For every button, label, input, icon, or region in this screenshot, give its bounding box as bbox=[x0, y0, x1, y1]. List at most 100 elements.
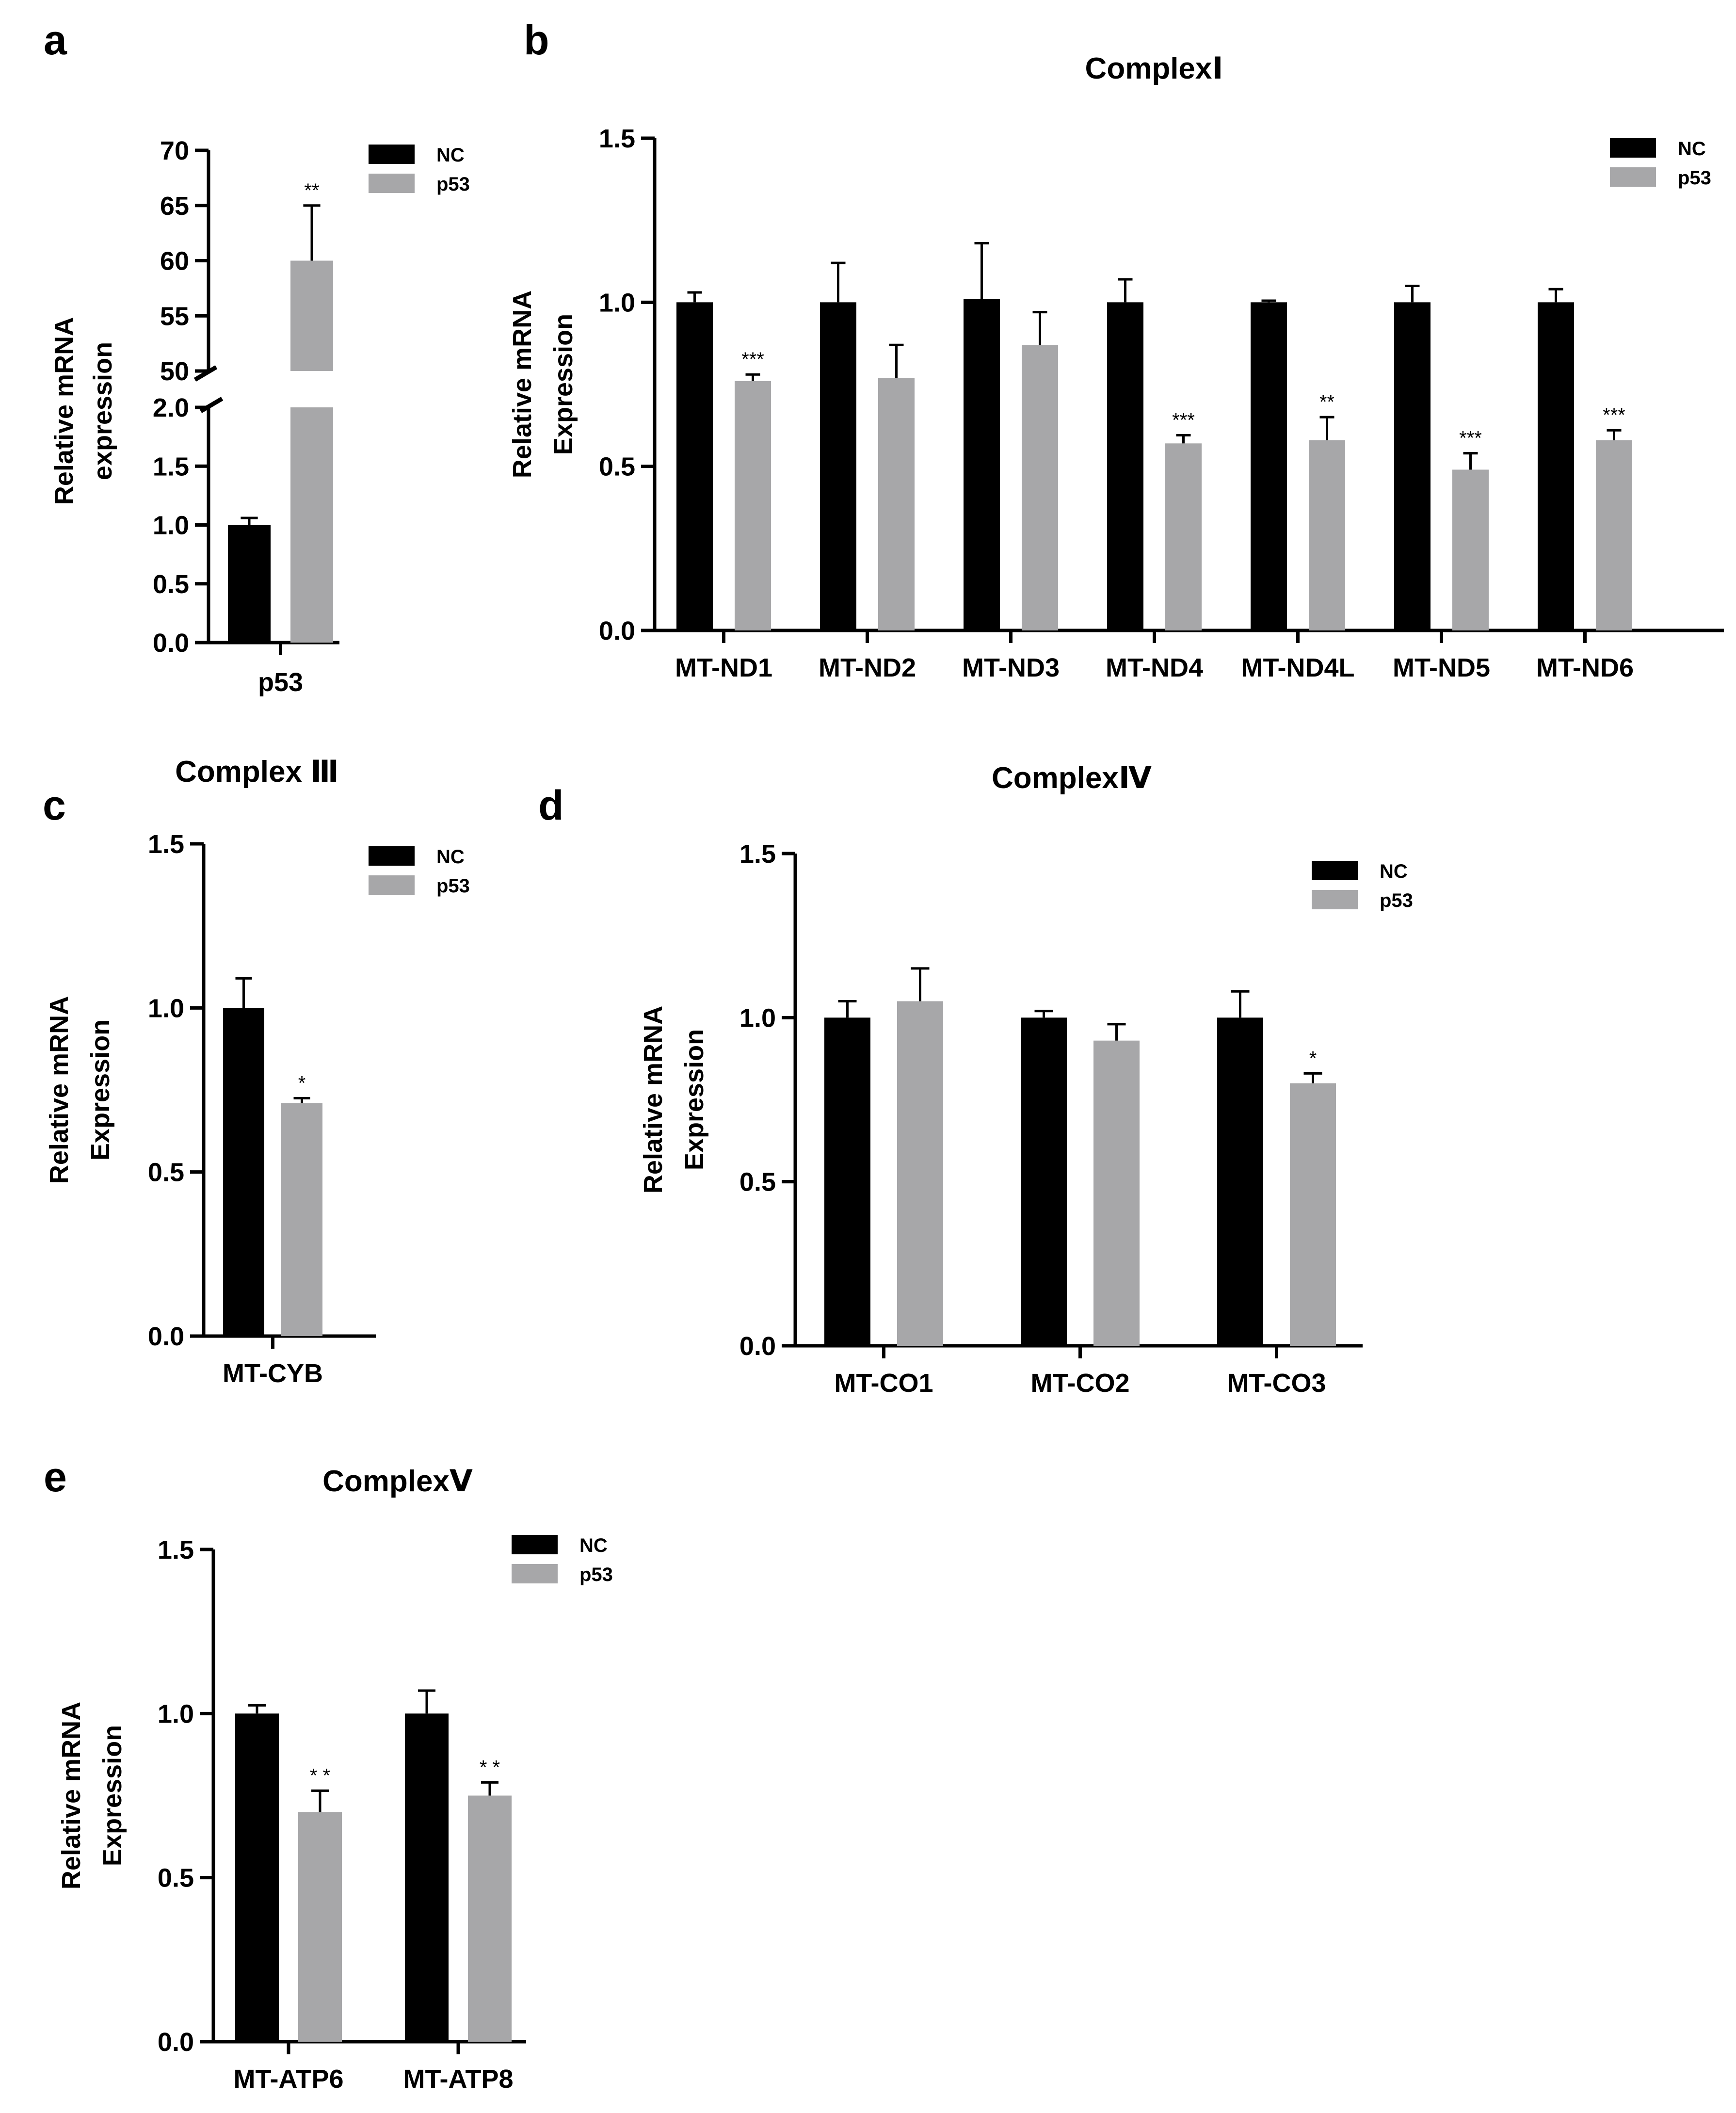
bar-nc-mt-atp6 bbox=[235, 1713, 279, 2042]
y-tick-label-a: 60 bbox=[160, 247, 189, 276]
y-tick-label-e: 0.5 bbox=[158, 1864, 194, 1893]
x-tick-label-d: MT-CO2 bbox=[1030, 1369, 1129, 1398]
legend-label-nc: NC bbox=[436, 846, 465, 868]
bar-nc-mt-nd5 bbox=[1394, 302, 1431, 630]
bar-p53-mt-nd4l bbox=[1309, 440, 1345, 630]
x-tick-label-b: MT-ND6 bbox=[1536, 653, 1634, 682]
chart-title-c: Complex Ⅲ bbox=[175, 755, 339, 789]
y-tick-label-a: 55 bbox=[160, 302, 189, 331]
bar-nc-mt-co1 bbox=[824, 1017, 870, 1346]
y-axis-label-d: Relative mRNA bbox=[639, 1006, 668, 1194]
legend-a: NC p53 bbox=[369, 145, 470, 195]
y-axis-label-a: Relative mRNA bbox=[49, 317, 79, 505]
y-tick-label-a: 70 bbox=[160, 136, 189, 165]
panel-letter-e: e bbox=[44, 1454, 67, 1500]
axis-break-mark-a bbox=[193, 365, 218, 382]
legend-b: NC p53 bbox=[1610, 138, 1711, 189]
bar-nc-mt-nd3 bbox=[964, 299, 1000, 630]
significance-marker-b: *** bbox=[741, 349, 764, 370]
chart-title-b: ComplexⅠ bbox=[1085, 52, 1223, 85]
y-tick-label-b: 1.5 bbox=[599, 124, 635, 153]
x-tick-label-b: MT-ND4L bbox=[1241, 653, 1355, 682]
bar-p53-mt-nd2 bbox=[878, 377, 915, 630]
legend-label-nc: NC bbox=[1380, 861, 1408, 882]
x-tick-label-c: MT-CYB bbox=[223, 1359, 323, 1388]
legend-label-nc: NC bbox=[1678, 138, 1706, 160]
bar-p53-mt-nd5 bbox=[1452, 469, 1489, 630]
y-tick-label-a: 0.5 bbox=[153, 570, 189, 599]
y-axis-label-c: Relative mRNA bbox=[45, 996, 74, 1184]
legend-label-p53: p53 bbox=[1380, 890, 1413, 911]
x-tick-label-b: MT-ND2 bbox=[819, 653, 916, 682]
bar-p53-mt-co2 bbox=[1093, 1040, 1140, 1346]
legend-swatch-p53 bbox=[1312, 890, 1358, 909]
significance-marker-b: ** bbox=[1319, 391, 1334, 413]
bar-nc-mt-cyb bbox=[223, 1008, 264, 1336]
bar-p53-mt-nd3 bbox=[1022, 345, 1058, 630]
y-tick-label-a: 50 bbox=[160, 357, 189, 386]
legend-swatch-nc bbox=[1610, 138, 1656, 158]
legend-swatch-nc bbox=[369, 846, 415, 866]
bar-p53-mt-co3 bbox=[1290, 1083, 1336, 1346]
x-tick-label-d: MT-CO1 bbox=[834, 1369, 933, 1398]
legend-swatch-nc bbox=[512, 1535, 558, 1554]
significance-marker-d: * bbox=[1309, 1048, 1317, 1069]
y-axis-label-a: expression bbox=[88, 342, 117, 480]
significance-marker-b: *** bbox=[1603, 404, 1625, 426]
y-tick-label-a: 0.0 bbox=[153, 629, 189, 658]
y-tick-label-b: 0.0 bbox=[599, 616, 635, 645]
bar-nc-mt-nd6 bbox=[1538, 302, 1574, 630]
y-tick-label-a: 1.0 bbox=[153, 511, 189, 540]
legend-label-p53: p53 bbox=[436, 174, 470, 195]
y-tick-label-d: 1.5 bbox=[739, 839, 776, 869]
significance-marker-b: *** bbox=[1459, 428, 1482, 449]
bar-nc-mt-nd4l bbox=[1251, 302, 1287, 630]
y-axis-label-c: Expression bbox=[86, 1019, 115, 1161]
y-tick-label-e: 1.0 bbox=[158, 1699, 194, 1728]
bar-p53-mt-nd4 bbox=[1165, 443, 1202, 630]
bar-p53-p53-lower bbox=[290, 407, 333, 643]
bar-p53-mt-atp8 bbox=[468, 1795, 512, 2042]
axis-break-mark-a bbox=[199, 397, 224, 413]
legend-swatch-p53 bbox=[1610, 167, 1656, 187]
legend-swatch-p53 bbox=[369, 174, 415, 193]
legend-label-nc: NC bbox=[579, 1535, 608, 1556]
y-tick-label-b: 1.0 bbox=[599, 288, 635, 317]
y-axis-label-e: Relative mRNA bbox=[57, 1702, 86, 1889]
x-tick-label-b: MT-ND4 bbox=[1106, 653, 1203, 682]
chart-title-e: ComplexⅤ bbox=[322, 1465, 473, 1498]
x-tick-label-e: MT-ATP6 bbox=[234, 2065, 344, 2094]
bar-p53-mt-co1 bbox=[897, 1001, 943, 1346]
bar-p53-mt-nd1 bbox=[735, 381, 771, 630]
legend-label-p53: p53 bbox=[1678, 167, 1711, 189]
y-tick-label-d: 1.0 bbox=[739, 1003, 776, 1032]
x-tick-label-b: MT-ND5 bbox=[1393, 653, 1490, 682]
bar-nc-mt-atp8 bbox=[405, 1713, 449, 2042]
y-tick-label-a: 65 bbox=[160, 192, 189, 221]
x-tick-label-b: MT-ND1 bbox=[675, 653, 772, 682]
significance-marker-e: * * bbox=[310, 1765, 330, 1786]
bar-nc-mt-co3 bbox=[1217, 1017, 1263, 1346]
bar-p53-mt-nd6 bbox=[1596, 440, 1632, 630]
y-tick-label-c: 0.0 bbox=[148, 1322, 184, 1351]
y-axis-label-e: Expression bbox=[98, 1725, 127, 1866]
x-tick-label-e: MT-ATP8 bbox=[403, 2065, 514, 2094]
bar-p53-mt-cyb bbox=[281, 1103, 322, 1336]
bar-nc-mt-nd4 bbox=[1107, 302, 1143, 630]
significance-marker-e: * * bbox=[480, 1757, 500, 1778]
panel-letter-a: a bbox=[44, 17, 67, 64]
legend-swatch-p53 bbox=[369, 875, 415, 895]
panel-letter-c: c bbox=[43, 782, 66, 829]
significance-marker-a: ** bbox=[304, 180, 319, 201]
y-tick-label-c: 1.0 bbox=[148, 994, 184, 1023]
bar-nc-mt-co2 bbox=[1021, 1017, 1067, 1346]
legend-label-p53: p53 bbox=[436, 875, 470, 897]
panel-letter-d: d bbox=[538, 782, 564, 829]
bar-p53-mt-atp6 bbox=[298, 1812, 342, 2042]
y-axis-label-d: Expression bbox=[680, 1029, 709, 1170]
panel-letter-b: b bbox=[524, 17, 549, 64]
legend-c: NC p53 bbox=[369, 846, 470, 897]
significance-marker-b: *** bbox=[1172, 409, 1195, 431]
legend-label-p53: p53 bbox=[579, 1564, 613, 1585]
